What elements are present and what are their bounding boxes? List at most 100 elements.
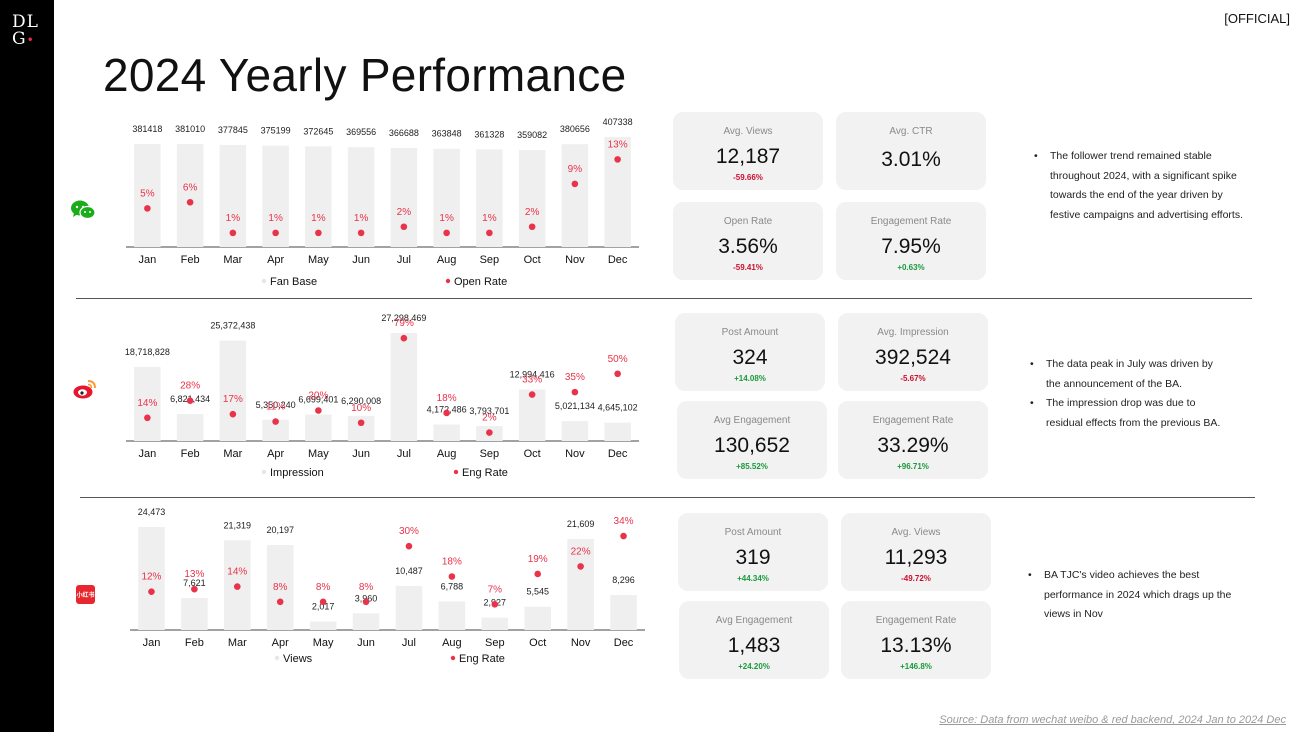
rate-label: 8% bbox=[316, 582, 331, 593]
rate-dot bbox=[405, 542, 413, 550]
weibo-chart-panel: 18,718,82814%Jan6,821,43428%Feb25,372,43… bbox=[0, 305, 660, 495]
x-tick-label: Sep bbox=[485, 637, 505, 649]
bar-value-label: 7,621 bbox=[183, 578, 206, 588]
kpi-value: 319 bbox=[735, 546, 771, 569]
rate-dot bbox=[491, 601, 499, 608]
rate-label: 14% bbox=[227, 567, 247, 578]
wechat-notes: The follower trend remained stable throu… bbox=[1034, 147, 1244, 225]
bar bbox=[604, 137, 631, 247]
rate-label: 10% bbox=[351, 403, 371, 414]
x-tick-label: Nov bbox=[565, 254, 585, 266]
logo-dot: • bbox=[26, 33, 35, 47]
bar bbox=[433, 424, 460, 441]
x-tick-label: Mar bbox=[228, 637, 247, 649]
rate-label: 17% bbox=[223, 394, 243, 405]
x-tick-label: Jun bbox=[352, 254, 370, 266]
kpi-value: 13.13% bbox=[880, 634, 952, 657]
rate-dot bbox=[357, 229, 365, 237]
x-tick-label: Aug bbox=[437, 254, 457, 266]
rate-dot bbox=[571, 180, 579, 188]
rate-label: 8% bbox=[359, 582, 374, 593]
bar bbox=[138, 527, 165, 630]
x-tick-label: Feb bbox=[181, 448, 200, 460]
rate-dot bbox=[528, 391, 536, 398]
kpi-label: Avg. CTR bbox=[889, 126, 933, 137]
x-tick-label: Nov bbox=[565, 448, 585, 460]
x-tick-label: Jul bbox=[397, 448, 411, 460]
rate-label: 12% bbox=[141, 572, 161, 583]
x-tick-label: Oct bbox=[529, 637, 546, 649]
bar bbox=[305, 414, 332, 441]
kpi-value: 3.01% bbox=[881, 148, 941, 171]
kpi-value: 12,187 bbox=[715, 145, 781, 168]
red-kpi-avg-views: Avg. Views 11,293 -49.72% bbox=[841, 513, 991, 591]
bar-value-label: 4,172,486 bbox=[427, 404, 467, 414]
weibo-kpi-avg-impression: Avg. Impression 392,524 -5.67% bbox=[838, 313, 988, 391]
x-tick-label: Jan bbox=[143, 637, 161, 649]
rate-label: 1% bbox=[268, 213, 283, 224]
legend-rate-swatch bbox=[453, 469, 459, 475]
bar-value-label: 20,197 bbox=[266, 525, 294, 535]
kpi-change: +85.52% bbox=[736, 462, 768, 471]
bar bbox=[518, 389, 546, 441]
rate-dot bbox=[400, 334, 408, 342]
rate-label: 8% bbox=[273, 582, 288, 593]
rate-label: 9% bbox=[568, 164, 583, 175]
bar-value-label: 6,290,008 bbox=[341, 396, 381, 406]
rate-dot bbox=[144, 205, 151, 212]
red-chart-panel: 24,473 12% Jan 7,621 13% Feb 21,319 14% Mar 20,19… bbox=[0, 502, 660, 692]
bar bbox=[604, 422, 631, 441]
x-tick-label: Sep bbox=[480, 254, 500, 266]
legend-rate-label: Eng Rate bbox=[459, 653, 505, 665]
bar-value-label: 27,298,469 bbox=[381, 313, 426, 323]
bar bbox=[134, 366, 161, 441]
x-tick-label: Apr bbox=[272, 637, 289, 649]
legend-bar-swatch bbox=[261, 469, 267, 475]
wechat-kpi-open-rate: Open Rate 3.56% -59.41% bbox=[673, 202, 823, 280]
x-tick-label: Aug bbox=[442, 637, 462, 649]
rate-dot bbox=[486, 429, 493, 436]
bar-value-label: 372645 bbox=[303, 126, 333, 136]
dlg-logo: DL G• bbox=[12, 14, 39, 49]
rate-label: 1% bbox=[226, 213, 241, 224]
rate-dot bbox=[443, 409, 450, 417]
kpi-label: Post Amount bbox=[721, 327, 779, 338]
red-icon: 小红书 bbox=[76, 585, 95, 604]
bar-value-label: 5,021,134 bbox=[555, 401, 595, 411]
bar-value-label: 5,545 bbox=[526, 587, 549, 597]
wechat-chart-panel: 381418 5% Jan 381010 6% Feb 377845 1% Mar 375199 1… bbox=[0, 112, 660, 302]
kpi-value: 11,293 bbox=[884, 546, 948, 569]
weibo-notes: The data peak in July was driven by the … bbox=[1030, 355, 1230, 433]
rate-label: 19% bbox=[528, 554, 548, 565]
x-tick-label: Dec bbox=[614, 637, 634, 649]
x-tick-label: Jun bbox=[352, 448, 370, 460]
rate-dot bbox=[315, 407, 322, 414]
separator-2 bbox=[80, 497, 1255, 498]
rate-label: 18% bbox=[442, 557, 462, 568]
kpi-change: -49.72% bbox=[901, 574, 931, 583]
bar bbox=[390, 333, 418, 441]
bar bbox=[262, 419, 289, 441]
rate-label: 1% bbox=[482, 213, 497, 224]
bar bbox=[176, 144, 204, 247]
rate-dot bbox=[144, 414, 151, 422]
rate-label: 14% bbox=[137, 398, 157, 409]
bar-value-label: 12,994,416 bbox=[510, 370, 555, 380]
rate-dot bbox=[186, 198, 194, 206]
rate-dot bbox=[528, 223, 536, 231]
x-tick-label: Aug bbox=[437, 448, 457, 460]
x-tick-label: Feb bbox=[185, 637, 204, 649]
rate-label: 2% bbox=[397, 207, 412, 218]
x-tick-label: Feb bbox=[181, 254, 200, 266]
note-item: BA TJC's video achieves the best perform… bbox=[1028, 566, 1243, 625]
weibo-icon bbox=[73, 380, 96, 399]
kpi-label: Avg. Views bbox=[891, 527, 941, 538]
rate-label: 7% bbox=[488, 584, 503, 595]
rate-label: 20% bbox=[308, 391, 328, 402]
legend-rate-swatch bbox=[445, 278, 451, 284]
rate-dot bbox=[315, 229, 322, 237]
x-tick-label: Jan bbox=[139, 448, 157, 460]
rate-label: 11% bbox=[266, 402, 285, 413]
kpi-label: Engagement Rate bbox=[875, 615, 957, 626]
bar-value-label: 3,793,701 bbox=[469, 406, 509, 416]
